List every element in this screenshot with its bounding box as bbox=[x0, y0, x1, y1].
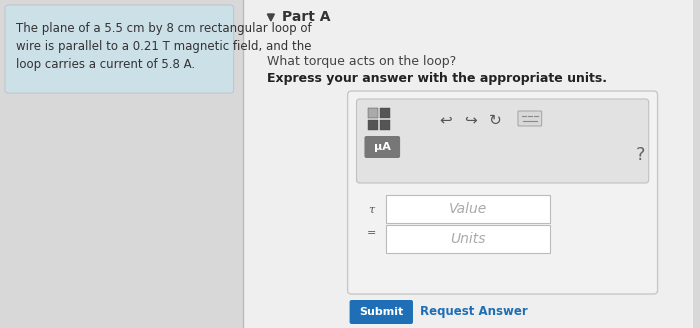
Bar bbox=[368, 108, 378, 118]
Text: Units: Units bbox=[450, 232, 486, 246]
Bar bbox=[386, 195, 550, 223]
Bar bbox=[386, 225, 550, 253]
Text: τ: τ bbox=[368, 205, 374, 215]
Text: μA: μA bbox=[374, 142, 391, 152]
Text: Submit: Submit bbox=[359, 307, 403, 317]
FancyBboxPatch shape bbox=[349, 300, 413, 324]
Bar bbox=[368, 120, 378, 130]
Text: ?: ? bbox=[636, 146, 645, 164]
Polygon shape bbox=[267, 14, 274, 21]
FancyBboxPatch shape bbox=[5, 5, 234, 93]
Text: What torque acts on the loop?: What torque acts on the loop? bbox=[267, 55, 456, 68]
FancyBboxPatch shape bbox=[356, 99, 649, 183]
Text: =: = bbox=[367, 228, 376, 238]
Text: loop carries a current of 5.8 A.: loop carries a current of 5.8 A. bbox=[16, 58, 195, 71]
Text: Value: Value bbox=[449, 202, 487, 216]
Text: wire is parallel to a 0.21 T magnetic field, and the: wire is parallel to a 0.21 T magnetic fi… bbox=[16, 40, 312, 53]
Bar bbox=[243, 0, 693, 328]
Text: The plane of a 5.5 cm by 8 cm rectangular loop of: The plane of a 5.5 cm by 8 cm rectangula… bbox=[16, 22, 312, 35]
Text: ↪: ↪ bbox=[464, 113, 477, 128]
Text: ↩: ↩ bbox=[440, 113, 452, 128]
Text: Express your answer with the appropriate units.: Express your answer with the appropriate… bbox=[267, 72, 608, 85]
FancyBboxPatch shape bbox=[365, 136, 400, 158]
Bar bbox=[380, 120, 390, 130]
Bar bbox=[380, 108, 390, 118]
Text: Part A: Part A bbox=[282, 10, 331, 24]
FancyBboxPatch shape bbox=[348, 91, 657, 294]
Text: ↻: ↻ bbox=[489, 113, 502, 128]
FancyBboxPatch shape bbox=[518, 111, 542, 126]
Text: Request Answer: Request Answer bbox=[420, 305, 528, 318]
